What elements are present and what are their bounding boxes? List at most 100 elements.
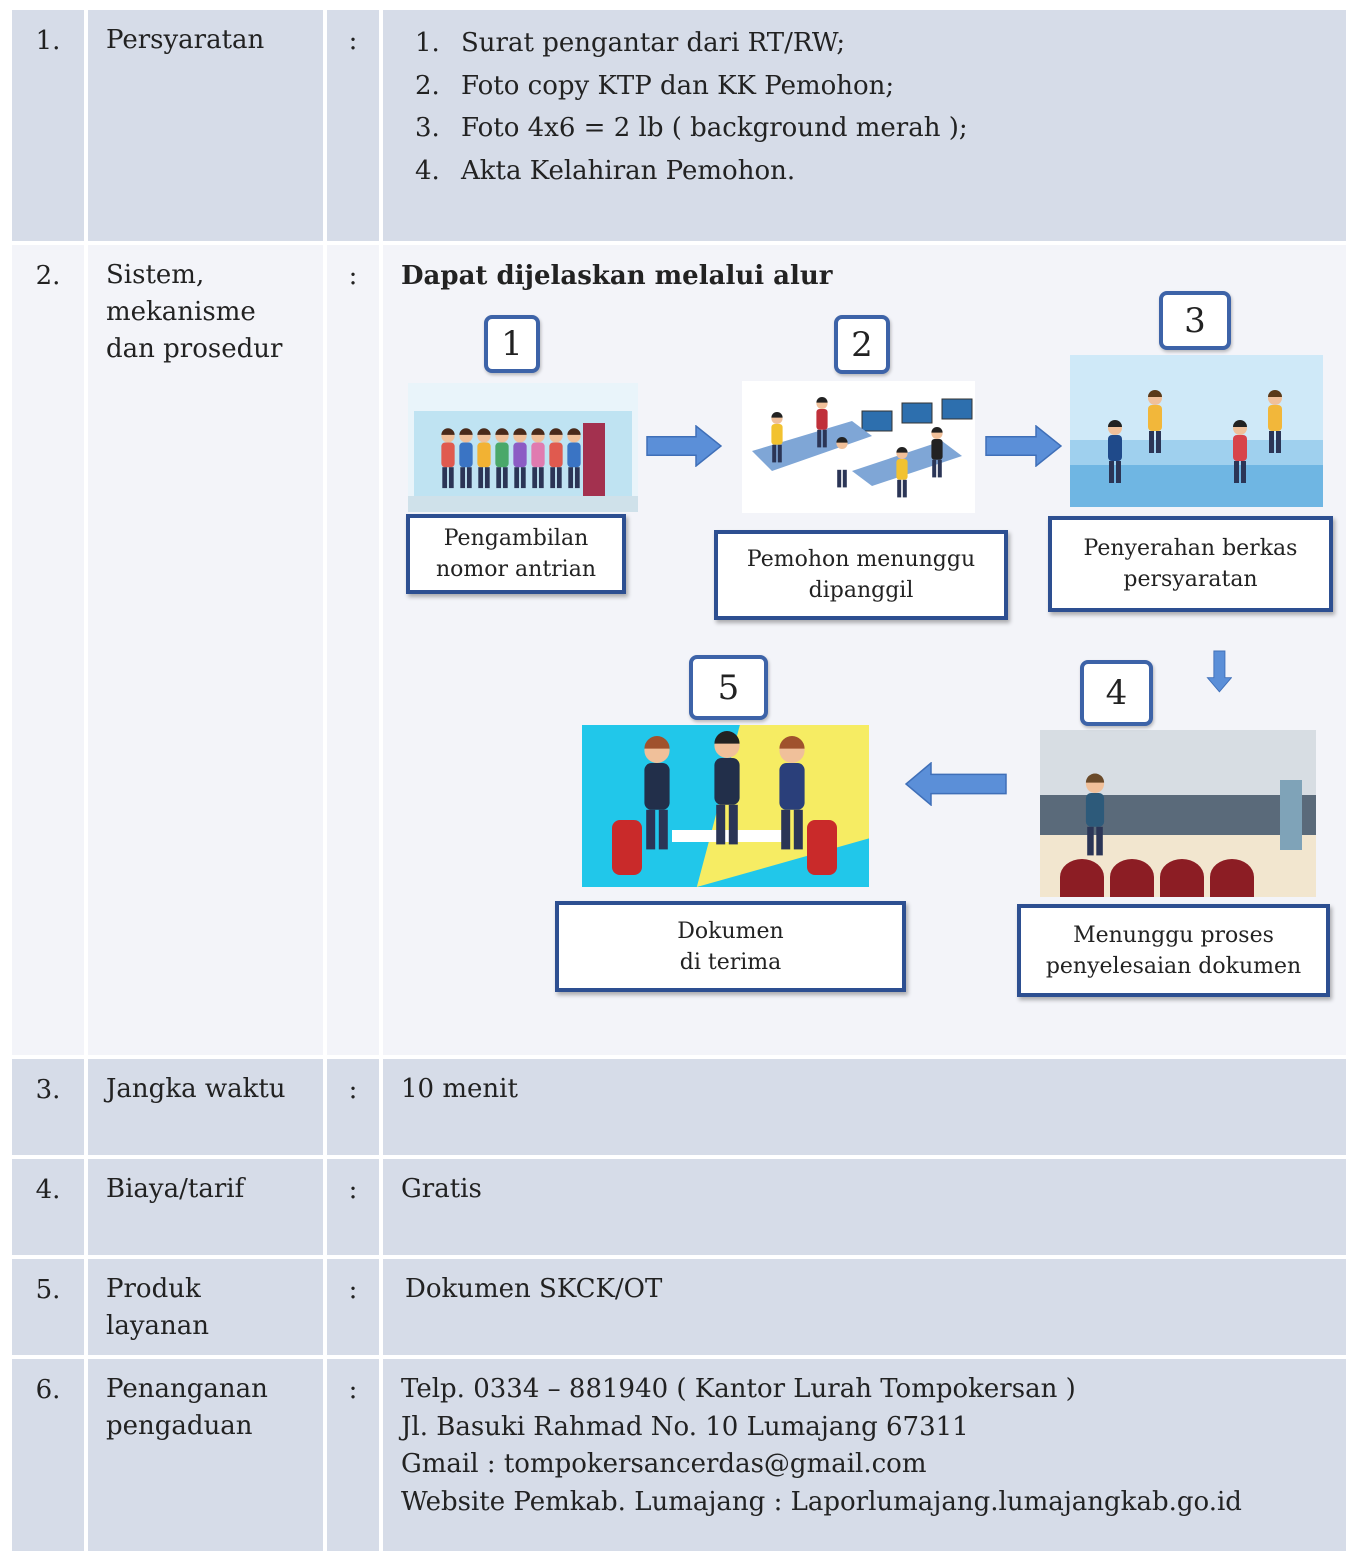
caption-line: Penyerahan berkas <box>1083 536 1298 561</box>
row-label: Produk layanan <box>106 1271 323 1345</box>
row-label: Biaya/tarif <box>106 1171 323 1208</box>
table-cell <box>86 243 325 1057</box>
table-cell <box>325 1157 381 1257</box>
row-content: Telp. 0334 – 881940 ( Kantor Lurah Tompo… <box>401 1371 1242 1521</box>
table-cell <box>325 243 381 1057</box>
label-line: pengaduan <box>106 1411 253 1441</box>
table-cell <box>10 8 86 243</box>
row-content: Dokumen SKCK/OT <box>405 1271 662 1309</box>
content-line: Gratis <box>401 1174 482 1204</box>
flow-heading: Dapat dijelaskan melalui alur <box>401 261 833 291</box>
flow-arrow <box>905 762 1007 806</box>
list-text: Foto 4x6 = 2 lb ( background merah ); <box>461 113 968 143</box>
label-line: Persyaratan <box>106 25 265 55</box>
table-cell <box>325 1357 381 1553</box>
separator: : <box>348 261 358 291</box>
table-cell <box>86 1157 325 1257</box>
step-number: 1 <box>484 315 540 373</box>
row-label: Jangka waktu <box>106 1071 323 1108</box>
caption-line: penyelesaian dokumen <box>1045 953 1302 979</box>
content-line: Dokumen SKCK/OT <box>405 1274 663 1304</box>
list-number: 2. <box>415 70 440 101</box>
label-line: Penanganan <box>106 1374 268 1404</box>
table-cell <box>10 243 86 1057</box>
list-text: Foto copy KTP dan KK Pemohon; <box>461 70 895 101</box>
label-line: Biaya/tarif <box>106 1174 245 1204</box>
caption-line: Pengambilan <box>443 526 589 551</box>
list-number: 3. <box>415 113 440 143</box>
list-text: Surat pengantar dari RT/RW; <box>461 28 846 58</box>
table-cell <box>381 1157 1348 1257</box>
caption-line: dipanggil <box>808 578 914 603</box>
step-caption: Dokumen di terima <box>555 901 906 992</box>
separator: : <box>348 1075 358 1105</box>
list-item: 2. Foto copy KTP dan KK Pemohon; <box>415 65 968 108</box>
table-cell <box>325 1257 381 1357</box>
table-cell <box>86 8 325 243</box>
row-number: 2. <box>35 261 61 291</box>
step-number: 3 <box>1159 291 1231 350</box>
table-cell <box>381 8 1348 243</box>
step-illustration <box>582 725 869 887</box>
label-line: dan prosedur <box>106 334 283 364</box>
step-caption: Penyerahan berkas persyaratan <box>1048 516 1333 612</box>
table-cell <box>325 8 381 243</box>
table-cell <box>381 1257 1348 1357</box>
table-cell <box>325 1057 381 1157</box>
content-line: Telp. 0334 – 881940 ( Kantor Lurah Tompo… <box>401 1374 1076 1404</box>
content-line: Gmail : tompokersancerdas@gmail.com <box>401 1449 927 1479</box>
step-number: 2 <box>834 315 890 374</box>
row-number: 5. <box>35 1275 61 1305</box>
table-cell <box>86 1257 325 1357</box>
separator: : <box>348 1175 358 1205</box>
flow-arrow <box>646 425 722 467</box>
list-number: 1. <box>415 28 440 58</box>
step-illustration <box>408 383 638 512</box>
step-number: 5 <box>689 655 768 720</box>
table-cell <box>10 1357 86 1553</box>
content-line: Jl. Basuki Rahmad No. 10 Lumajang 67311 <box>401 1411 969 1442</box>
list-item: 1. Surat pengantar dari RT/RW; <box>415 22 968 65</box>
caption-line: nomor antrian <box>436 557 596 582</box>
caption-line: Dokumen <box>677 918 784 944</box>
step-caption: Menunggu proses penyelesaian dokumen <box>1017 904 1330 997</box>
requirement-list: 1. Surat pengantar dari RT/RW; 2. Foto copy… <box>415 22 968 192</box>
label-line: layanan <box>106 1311 209 1341</box>
row-number: 1. <box>35 26 61 56</box>
row-content: Gratis <box>401 1171 482 1209</box>
row-number: 4. <box>35 1175 61 1205</box>
list-item: 4. Akta Kelahiran Pemohon. <box>415 150 968 193</box>
list-number: 4. <box>415 155 440 186</box>
label-line: Produk <box>106 1274 201 1304</box>
separator: : <box>348 1375 358 1405</box>
table-cell <box>381 1057 1348 1157</box>
row-number: 6. <box>35 1375 61 1405</box>
caption-line: Menunggu proses <box>1073 922 1274 948</box>
table-cell <box>10 1257 86 1357</box>
row-label: Persyaratan <box>106 22 323 59</box>
table-cell <box>10 1157 86 1257</box>
step-illustration <box>1070 355 1323 507</box>
flow-arrow <box>1206 650 1232 693</box>
list-text: Akta Kelahiran Pemohon. <box>461 155 796 186</box>
step-caption: Pemohon menunggu dipanggil <box>714 530 1008 620</box>
step-illustration <box>742 381 975 513</box>
table-cell <box>381 1357 1348 1553</box>
list-item: 3. Foto 4x6 = 2 lb ( background merah ); <box>415 107 968 150</box>
label-line: mekanisme <box>106 297 256 327</box>
step-number: 4 <box>1080 660 1153 726</box>
row-label: Sistem, mekanisme dan prosedur <box>106 257 323 368</box>
caption-line: di terima <box>679 949 782 975</box>
row-number: 3. <box>35 1075 61 1105</box>
caption-line: persyaratan <box>1123 567 1258 592</box>
row-label: Penanganan pengaduan <box>106 1371 323 1445</box>
step-illustration <box>1040 730 1316 897</box>
label-line: Sistem, <box>106 260 205 290</box>
separator: : <box>348 1275 358 1305</box>
row-content: 10 menit <box>401 1071 518 1109</box>
label-line: Jangka waktu <box>106 1074 286 1104</box>
step-caption: Pengambilan nomor antrian <box>406 514 626 594</box>
flow-arrow <box>985 425 1062 467</box>
